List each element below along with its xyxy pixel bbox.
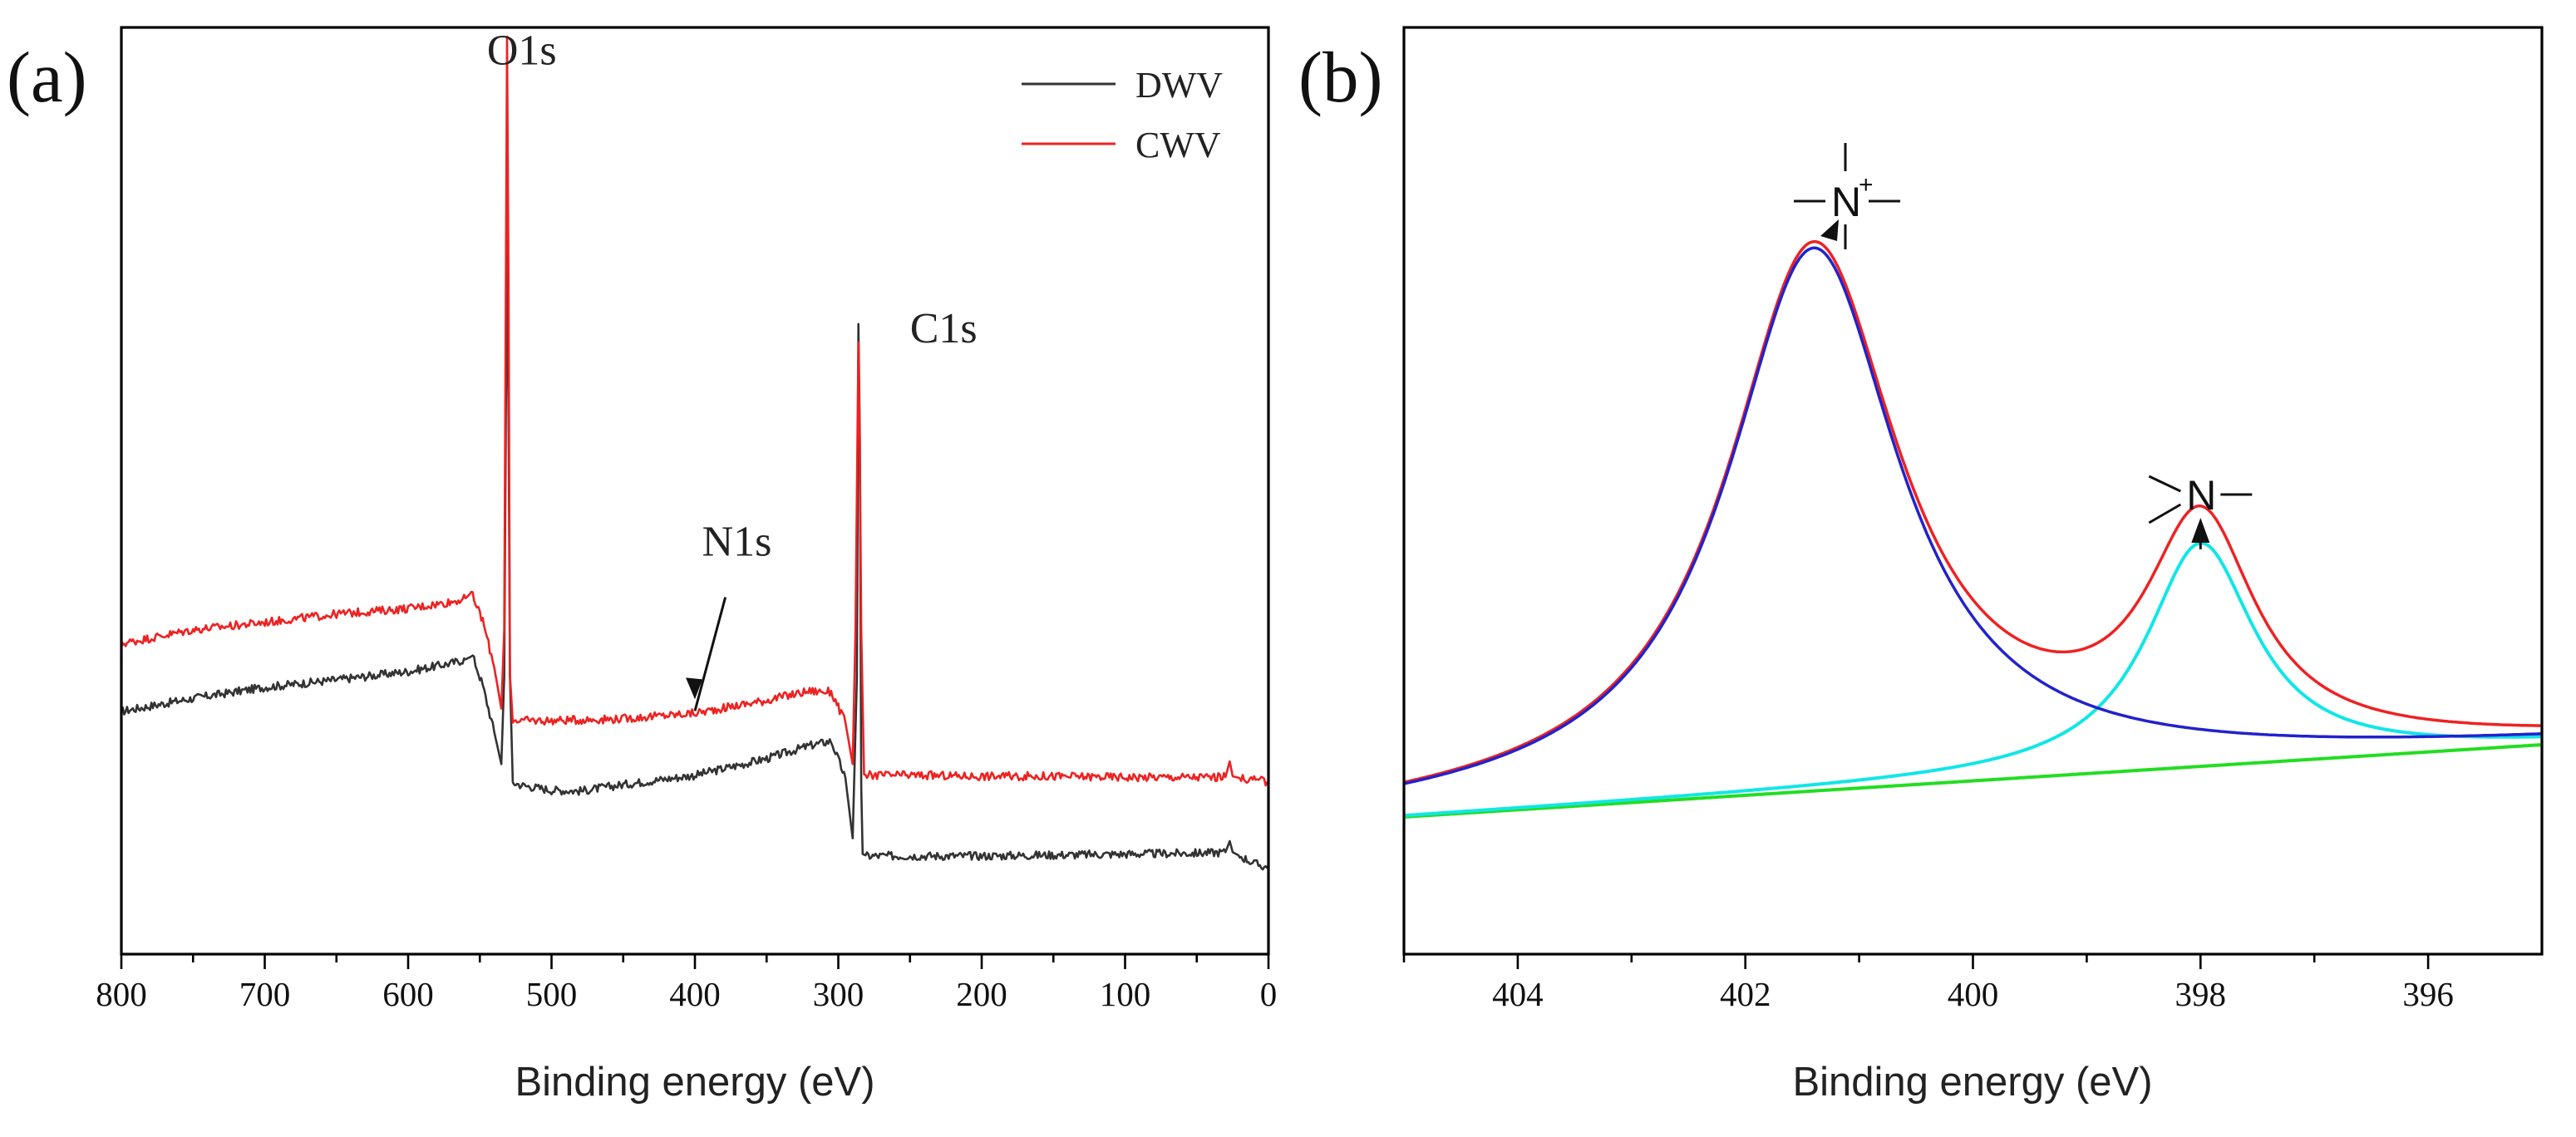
envelope-curve [1403,239,2542,784]
tertiary-bond-upper-left [2148,475,2181,493]
x-tick-label-400: 400 [669,975,721,1013]
panel-a-frame [120,26,1270,956]
panel-b-label: (b) [1298,37,1382,117]
series-dwv-line [121,229,1269,871]
panel-a-series-group [120,35,1269,871]
x-tick-label-800: 800 [96,975,147,1013]
panel-a-legend: DWV CWV [1022,65,1223,165]
panel-b-frame [1402,26,2544,956]
panel-a-x-axis-title: Binding energy (eV) [515,1060,874,1105]
x-tick-label-396: 396 [2402,975,2454,1013]
panel-b-series-group [1403,239,2543,819]
x-tick-label-398: 398 [2175,975,2227,1013]
pyridinic-n-fit-curve [1403,541,2543,818]
panel-b-x-ticks: 404 402 400 398 396 [1402,954,2454,1013]
x-tick-label-500: 500 [526,975,578,1013]
x-tick-label-100: 100 [1100,975,1151,1013]
x-tick-label-200: 200 [956,975,1007,1013]
panel-a-x-ticks: 800 700 600 500 400 300 200 100 0 [96,954,1277,1013]
quaternary-n-fit-curve [1403,246,2543,785]
panel-a-label: (a) [7,37,87,117]
tertiary-n-symbol: N [2186,472,2216,519]
peak-label-c1s: C1s [910,305,978,352]
x-tick-label-0: 0 [1260,975,1278,1013]
peak-label-o1s: O1s [487,27,557,75]
panel-b-annotations: N+N [1794,143,2253,549]
tertiary-arrow-head [2191,518,2210,543]
panel-b-x-axis-title: Binding energy (eV) [1792,1060,2152,1105]
x-tick-label-404: 404 [1492,975,1544,1013]
n1s-arrow-head [686,677,702,700]
panel-a-survey-spectrum: (a) 800 700 600 500 400 300 200 100 0 Binding en… [7,26,1277,1105]
x-tick-label-300: 300 [813,975,864,1013]
peak-label-n1s: N1s [702,519,772,566]
x-tick-label-700: 700 [239,975,291,1013]
quaternary-n-symbol: N [1831,179,1861,225]
panel-a-annotations: O1s C1s N1s [487,27,978,711]
legend-label-cwv: CWV [1135,125,1221,165]
quaternary-n-charge: + [1859,171,1874,199]
x-tick-label-402: 402 [1720,975,1771,1013]
panel-b-n1s-spectrum: (b) 404 402 400 398 396 Binding energy (eV) … [1298,26,2544,1105]
quaternary-arrow-head [1820,219,1839,241]
x-tick-label-400: 400 [1948,975,1999,1013]
x-tick-label-600: 600 [382,975,434,1013]
background-line [1403,743,2543,819]
legend-label-dwv: DWV [1135,65,1223,106]
tertiary-bond-lower-left [2148,503,2182,524]
n1s-arrow-shaft [693,597,727,711]
series-cwv-line [120,35,1269,787]
